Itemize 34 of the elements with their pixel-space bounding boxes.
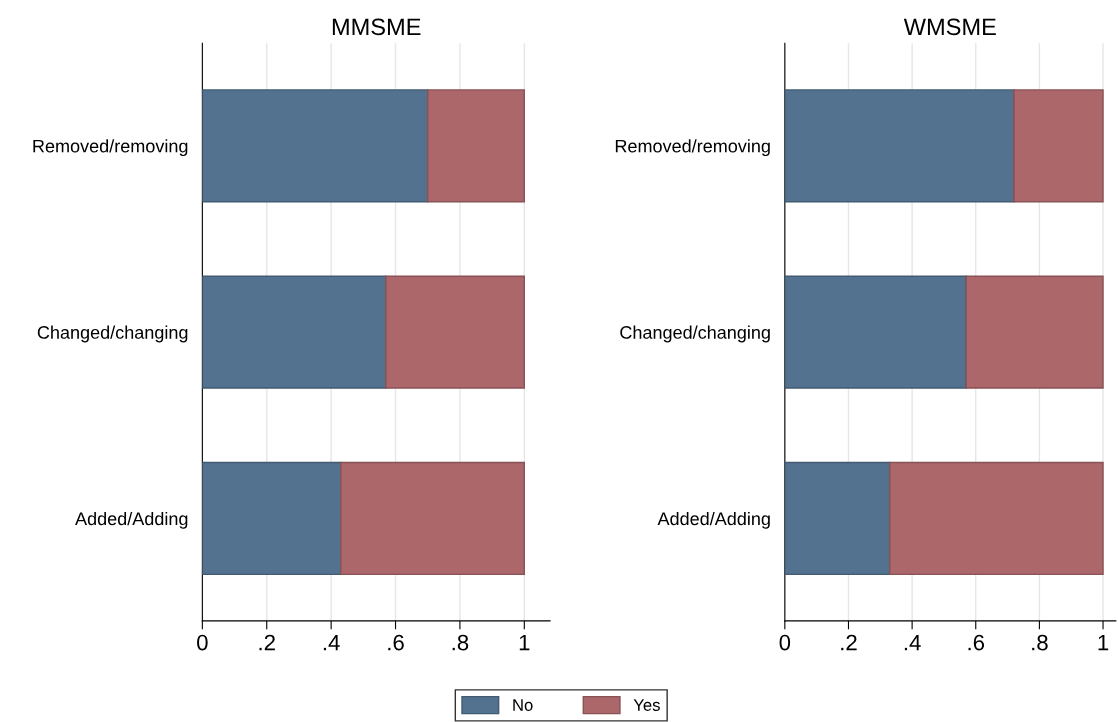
- x-tick-label: 1: [519, 634, 530, 651]
- y-tick-label: Changed/changing: [620, 325, 770, 343]
- y-tick-label: Removed/removing: [615, 139, 770, 157]
- bar: [784, 461, 891, 576]
- x-tick-label: .8: [1032, 634, 1048, 651]
- x-tick-label: .6: [968, 634, 985, 651]
- legend-label: No: [513, 699, 533, 711]
- x-tick-label: 0: [779, 634, 791, 651]
- x-tick-label: .2: [259, 634, 275, 651]
- bar: [202, 89, 429, 203]
- bar: [427, 89, 525, 203]
- y-tick-label: Added/Adding: [75, 511, 188, 529]
- legend-label: Yes: [633, 699, 660, 711]
- x-tick-label: 1: [1098, 634, 1109, 651]
- y-tick-label: Removed/removing: [33, 139, 188, 157]
- y-tick-label: Added/Adding: [657, 511, 770, 529]
- bar: [889, 461, 1104, 576]
- x-tick-label: .6: [388, 634, 404, 651]
- bar: [340, 461, 525, 576]
- x-tick-label: 0: [197, 634, 208, 651]
- chart-title: WMSME: [903, 18, 996, 36]
- chart-title: MMSME: [332, 18, 421, 36]
- x-tick-label: .8: [452, 634, 469, 651]
- bar: [784, 275, 967, 389]
- bar: [784, 89, 1015, 203]
- bar: [965, 275, 1104, 389]
- bar: [1013, 89, 1104, 203]
- bar: [202, 461, 342, 576]
- bar: [202, 275, 387, 389]
- y-tick-label: Changed/changing: [37, 325, 188, 343]
- x-tick-label: .2: [841, 634, 857, 651]
- x-tick-label: .4: [904, 634, 921, 651]
- x-tick-label: .4: [323, 634, 340, 651]
- bar: [385, 275, 525, 389]
